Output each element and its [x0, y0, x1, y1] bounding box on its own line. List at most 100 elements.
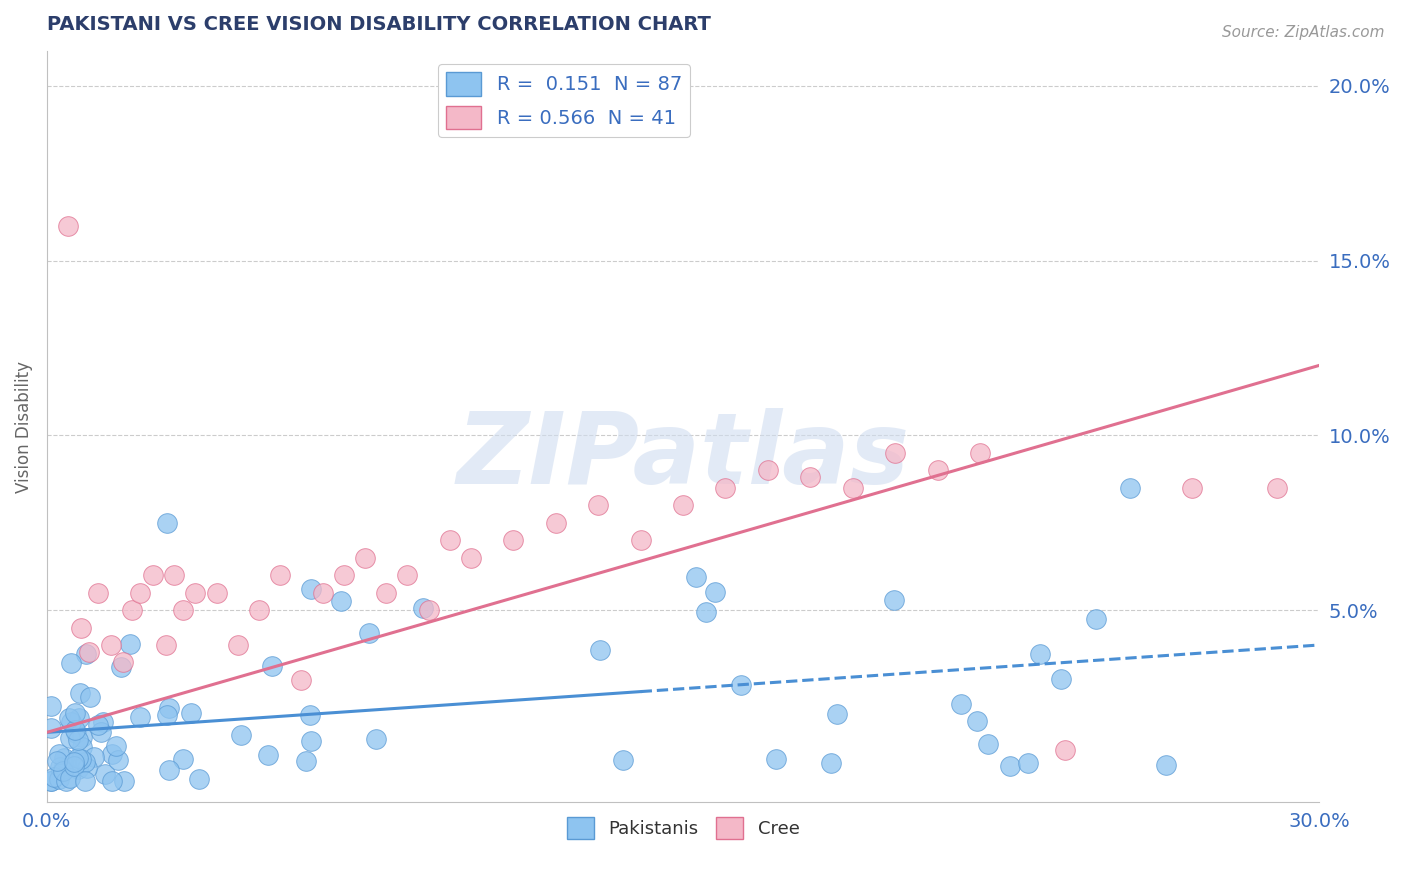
Point [927, 463, 949, 477]
Point [612, 754, 634, 768]
Point [1154, 758, 1177, 772]
Point [825, 706, 848, 721]
Point [460, 550, 482, 565]
Point [48, 747, 70, 761]
Point [299, 708, 322, 723]
Point [630, 533, 652, 548]
Point [247, 603, 270, 617]
Point [104, 739, 127, 754]
Y-axis label: Vision Disability: Vision Disability [15, 360, 32, 492]
Point [69, 620, 91, 634]
Point [39, 774, 62, 789]
Point [269, 568, 291, 582]
Point [163, 568, 186, 582]
Point [44, 770, 66, 784]
Point [502, 533, 524, 548]
Point [1119, 481, 1142, 495]
Point [73, 756, 96, 770]
Point [72, 730, 94, 744]
Point [589, 643, 612, 657]
Point [63, 759, 86, 773]
Point [290, 673, 312, 687]
Point [1084, 612, 1107, 626]
Text: PAKISTANI VS CREE VISION DISABILITY CORRELATION CHART: PAKISTANI VS CREE VISION DISABILITY CORR… [46, 15, 711, 34]
Point [142, 568, 165, 582]
Point [299, 582, 322, 597]
Point [301, 734, 323, 748]
Point [950, 697, 973, 711]
Point [118, 637, 141, 651]
Point [1181, 481, 1204, 495]
Point [70, 740, 93, 755]
Point [52, 764, 75, 779]
Point [128, 710, 150, 724]
Point [354, 550, 377, 565]
Point [396, 568, 419, 582]
Point [112, 773, 135, 788]
Point [418, 603, 440, 617]
Point [333, 568, 356, 582]
Point [714, 481, 737, 495]
Point [672, 498, 695, 512]
Point [67, 732, 90, 747]
Point [69, 686, 91, 700]
Point [311, 585, 333, 599]
Point [205, 585, 228, 599]
Point [730, 678, 752, 692]
Point [256, 748, 278, 763]
Point [53, 751, 76, 765]
Point [156, 516, 179, 530]
Point [180, 706, 202, 721]
Point [172, 752, 194, 766]
Point [820, 756, 842, 770]
Point [70, 752, 93, 766]
Point [1017, 756, 1039, 770]
Point [1029, 647, 1052, 661]
Point [184, 585, 207, 599]
Point [685, 569, 707, 583]
Point [59, 771, 82, 785]
Point [63, 723, 86, 738]
Point [359, 626, 381, 640]
Point [100, 638, 122, 652]
Point [39, 721, 62, 735]
Point [87, 718, 110, 732]
Point [884, 446, 907, 460]
Point [121, 603, 143, 617]
Point [56, 219, 79, 233]
Point [91, 715, 114, 730]
Point [79, 645, 101, 659]
Point [48, 772, 70, 786]
Point [39, 698, 62, 713]
Point [66, 762, 89, 776]
Text: Source: ZipAtlas.com: Source: ZipAtlas.com [1222, 25, 1385, 40]
Point [1265, 481, 1288, 495]
Point [157, 763, 180, 777]
Point [883, 592, 905, 607]
Point [703, 585, 725, 599]
Point [75, 648, 97, 662]
Point [157, 700, 180, 714]
Point [76, 761, 98, 775]
Point [966, 714, 988, 728]
Point [110, 660, 132, 674]
Point [52, 762, 75, 776]
Point [156, 707, 179, 722]
Point [63, 706, 86, 720]
Point [799, 470, 821, 484]
Point [112, 656, 135, 670]
Point [998, 758, 1021, 772]
Point [58, 711, 80, 725]
Point [1050, 672, 1073, 686]
Point [107, 753, 129, 767]
Point [129, 585, 152, 599]
Point [229, 728, 252, 742]
Point [63, 755, 86, 769]
Legend: Pakistanis, Cree: Pakistanis, Cree [560, 809, 807, 846]
Point [188, 772, 211, 786]
Point [765, 752, 787, 766]
Point [79, 690, 101, 705]
Point [55, 774, 77, 789]
Point [544, 516, 567, 530]
Point [1053, 743, 1076, 757]
